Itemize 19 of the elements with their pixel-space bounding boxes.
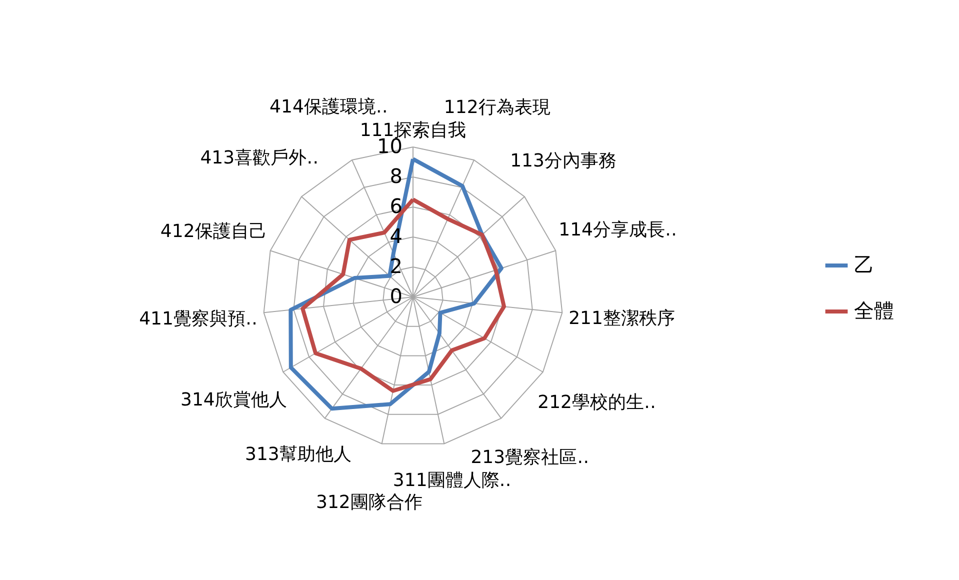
y-tick-label: 8 <box>390 164 402 188</box>
spoke-label: 113分內事務 <box>510 150 616 172</box>
spoke-label: 114分享成長‥ <box>558 219 678 240</box>
spoke-label: 213覺察社區‥ <box>470 446 590 468</box>
spoke-label: 312團隊合作 <box>316 492 422 514</box>
y-tick-label: 0 <box>390 284 402 308</box>
spoke-label: 411覺察與預‥ <box>139 308 258 330</box>
spoke-label: 412保護自己 <box>160 221 267 242</box>
spoke-label: 112行為表現 <box>444 97 550 118</box>
spoke-label: 211整潔秩序 <box>568 308 675 329</box>
legend-label: 乙 <box>854 252 874 276</box>
spoke-label: 414保護環境‥ <box>270 96 388 118</box>
y-tick-label: 6 <box>390 194 402 218</box>
spoke-label: 314欣賞他人 <box>180 390 287 411</box>
spoke-label: 313幫助他人 <box>245 444 352 466</box>
legend-label: 全體 <box>854 298 894 322</box>
spoke-label: 413喜歡戶外‥ <box>200 148 319 169</box>
spoke-label: 212學校的生‥ <box>538 392 656 414</box>
spoke-label: 311團體人際‥ <box>392 470 512 491</box>
